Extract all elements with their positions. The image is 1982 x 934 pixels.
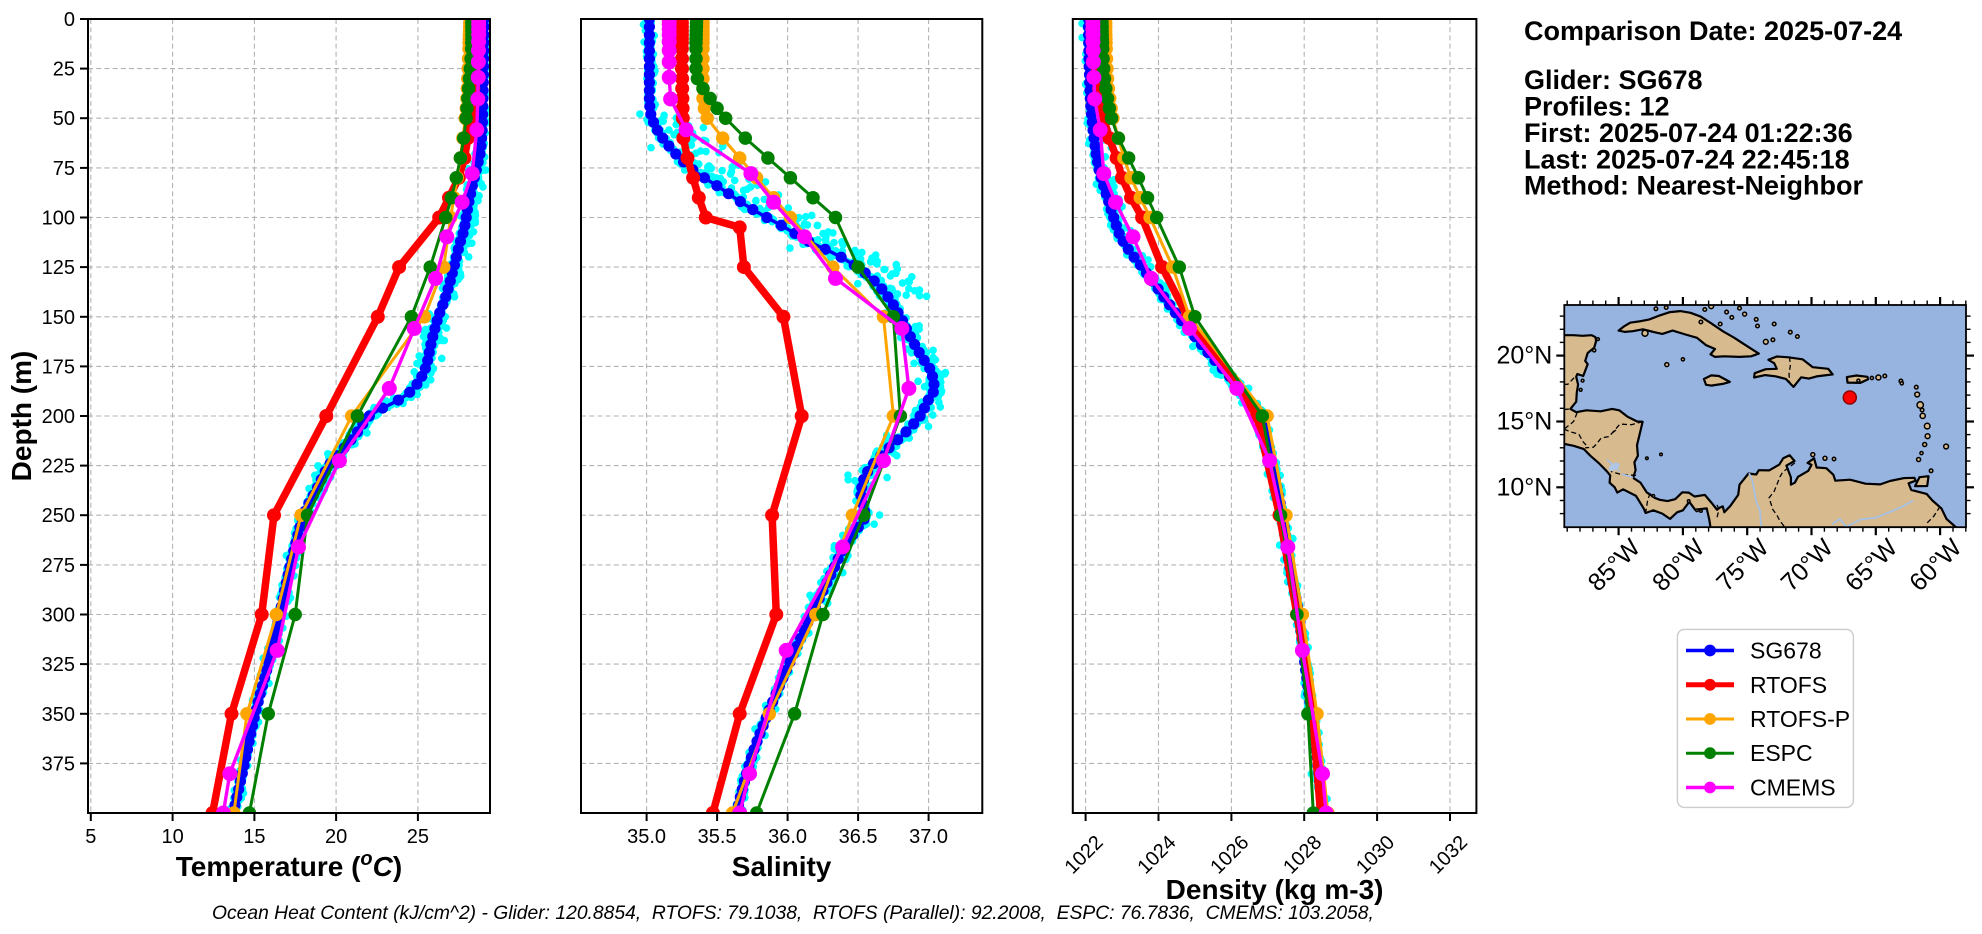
svg-text:15°N: 15°N: [1496, 408, 1552, 436]
svg-text:200: 200: [42, 406, 75, 428]
svg-text:150: 150: [42, 307, 75, 329]
svg-text:10: 10: [161, 826, 183, 848]
svg-text:300: 300: [42, 605, 75, 627]
svg-text:Density (kg m-3): Density (kg m-3): [1166, 874, 1384, 905]
svg-text:Salinity: Salinity: [732, 851, 832, 882]
svg-text:Depth (m): Depth (m): [6, 351, 37, 482]
svg-text:35.5: 35.5: [698, 826, 737, 848]
svg-text:15: 15: [243, 826, 265, 848]
svg-text:5: 5: [85, 826, 96, 848]
svg-text:Method: Nearest-Neighbor: Method: Nearest-Neighbor: [1524, 171, 1864, 201]
svg-text:Profiles: 12: Profiles: 12: [1524, 92, 1670, 122]
svg-text:275: 275: [42, 555, 75, 577]
svg-text:20°N: 20°N: [1496, 342, 1552, 370]
svg-text:Ocean Heat Content (kJ/cm^2) -: Ocean Heat Content (kJ/cm^2) - Glider: 1…: [212, 903, 1374, 924]
svg-text:Comparison Date: 2025-07-24: Comparison Date: 2025-07-24: [1524, 16, 1902, 46]
svg-text:250: 250: [42, 505, 75, 527]
svg-text:36.0: 36.0: [768, 826, 807, 848]
svg-text:25: 25: [53, 59, 75, 81]
svg-text:35.0: 35.0: [627, 826, 666, 848]
svg-text:36.5: 36.5: [839, 826, 878, 848]
svg-text:175: 175: [42, 356, 75, 378]
svg-text:20: 20: [325, 826, 347, 848]
svg-text:37.0: 37.0: [909, 826, 948, 848]
svg-text:25: 25: [407, 826, 429, 848]
svg-text:RTOFS-P: RTOFS-P: [1750, 706, 1850, 732]
svg-text:SG678: SG678: [1750, 638, 1822, 664]
svg-text:325: 325: [42, 654, 75, 676]
svg-text:125: 125: [42, 257, 75, 279]
svg-text:0: 0: [64, 9, 75, 31]
svg-text:225: 225: [42, 456, 75, 478]
svg-text:CMEMS: CMEMS: [1750, 775, 1836, 801]
svg-text:First: 2025-07-24 01:22:36: First: 2025-07-24 01:22:36: [1524, 118, 1853, 148]
svg-text:350: 350: [42, 704, 75, 726]
svg-text:RTOFS: RTOFS: [1750, 672, 1827, 698]
svg-text:50: 50: [53, 108, 75, 130]
svg-text:100: 100: [42, 208, 75, 230]
svg-text:10°N: 10°N: [1496, 473, 1552, 501]
svg-text:Glider: SG678: Glider: SG678: [1524, 65, 1703, 95]
svg-text:75: 75: [53, 158, 75, 180]
svg-text:ESPC: ESPC: [1750, 740, 1813, 766]
svg-text:375: 375: [42, 753, 75, 775]
svg-text:Last: 2025-07-24 22:45:18: Last: 2025-07-24 22:45:18: [1524, 145, 1850, 175]
